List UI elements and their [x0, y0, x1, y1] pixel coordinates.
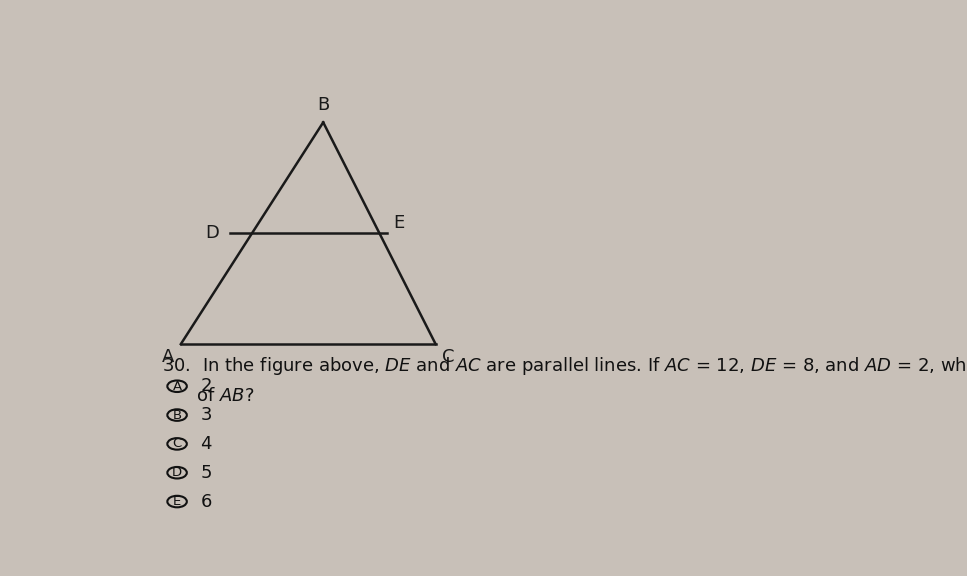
- Text: 5: 5: [200, 464, 212, 482]
- Text: B: B: [172, 408, 182, 422]
- Text: A: A: [172, 380, 182, 393]
- Text: of $\mathit{AB}$?: of $\mathit{AB}$?: [162, 387, 254, 405]
- Text: C: C: [172, 437, 182, 450]
- Text: A: A: [161, 348, 174, 366]
- Text: 2: 2: [200, 377, 212, 395]
- Text: E: E: [173, 495, 181, 508]
- Text: 6: 6: [200, 492, 212, 510]
- Text: E: E: [394, 214, 405, 232]
- Text: D: D: [172, 466, 182, 479]
- Text: B: B: [317, 96, 330, 115]
- Text: 30.  In the figure above, $\mathit{DE}$ and $\mathit{AC}$ are parallel lines. If: 30. In the figure above, $\mathit{DE}$ a…: [162, 355, 967, 377]
- Text: D: D: [205, 224, 219, 242]
- Text: 4: 4: [200, 435, 212, 453]
- Text: C: C: [442, 348, 454, 366]
- Text: 3: 3: [200, 406, 212, 424]
